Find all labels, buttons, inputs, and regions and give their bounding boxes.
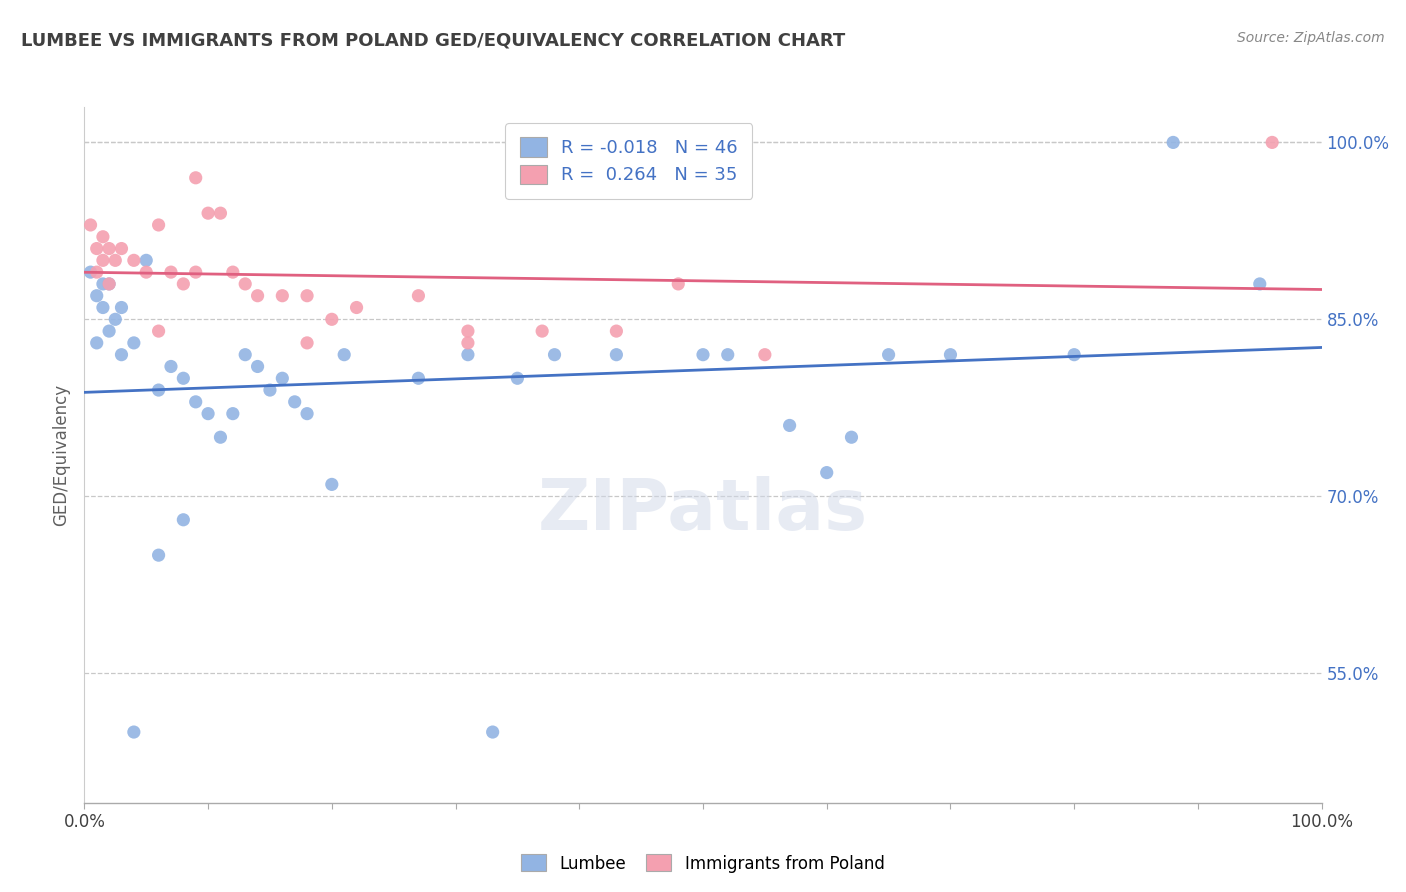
Point — [321, 312, 343, 326]
Point — [98, 242, 121, 256]
Point — [104, 312, 127, 326]
Point — [135, 253, 157, 268]
Point — [457, 335, 479, 350]
Point — [148, 548, 170, 562]
Point — [815, 466, 838, 480]
Point — [110, 348, 132, 362]
Point — [481, 725, 503, 739]
Point — [543, 348, 565, 362]
Point — [104, 253, 127, 268]
Point — [754, 348, 776, 362]
Point — [1261, 136, 1284, 150]
Point — [246, 359, 269, 374]
Point — [91, 301, 114, 315]
Point — [457, 324, 479, 338]
Point — [346, 301, 368, 315]
Point — [122, 725, 145, 739]
Point — [172, 513, 194, 527]
Point — [91, 253, 114, 268]
Point — [233, 277, 256, 291]
Point — [98, 277, 121, 291]
Point — [1249, 277, 1271, 291]
Point — [271, 289, 294, 303]
Point — [79, 265, 101, 279]
Y-axis label: GED/Equivalency: GED/Equivalency — [52, 384, 70, 526]
Point — [135, 265, 157, 279]
Point — [605, 348, 627, 362]
Point — [939, 348, 962, 362]
Point — [148, 324, 170, 338]
Point — [98, 277, 121, 291]
Point — [148, 218, 170, 232]
Point — [295, 335, 318, 350]
Point — [877, 348, 900, 362]
Point — [295, 289, 318, 303]
Point — [197, 206, 219, 220]
Point — [408, 289, 430, 303]
Point — [172, 371, 194, 385]
Point — [91, 277, 114, 291]
Point — [122, 253, 145, 268]
Point — [184, 265, 207, 279]
Point — [605, 324, 627, 338]
Point — [271, 371, 294, 385]
Point — [246, 289, 269, 303]
Point — [1063, 348, 1085, 362]
Point — [233, 348, 256, 362]
Point — [717, 348, 740, 362]
Text: LUMBEE VS IMMIGRANTS FROM POLAND GED/EQUIVALENCY CORRELATION CHART: LUMBEE VS IMMIGRANTS FROM POLAND GED/EQU… — [21, 31, 845, 49]
Text: Source: ZipAtlas.com: Source: ZipAtlas.com — [1237, 31, 1385, 45]
Point — [506, 371, 529, 385]
Point — [284, 395, 307, 409]
Point — [692, 348, 714, 362]
Point — [408, 371, 430, 385]
Legend: Lumbee, Immigrants from Poland: Lumbee, Immigrants from Poland — [515, 847, 891, 880]
Point — [222, 407, 245, 421]
Point — [209, 206, 232, 220]
Point — [457, 348, 479, 362]
Point — [222, 265, 245, 279]
Text: ZIPatlas: ZIPatlas — [538, 476, 868, 545]
Point — [160, 265, 183, 279]
Point — [841, 430, 863, 444]
Point — [197, 407, 219, 421]
Point — [110, 242, 132, 256]
Point — [86, 289, 108, 303]
Point — [531, 324, 554, 338]
Point — [172, 277, 194, 291]
Legend: R = -0.018   N = 46, R =  0.264   N = 35: R = -0.018 N = 46, R = 0.264 N = 35 — [505, 123, 752, 199]
Point — [148, 383, 170, 397]
Point — [98, 324, 121, 338]
Point — [259, 383, 281, 397]
Point — [321, 477, 343, 491]
Point — [122, 335, 145, 350]
Point — [184, 170, 207, 185]
Point — [779, 418, 801, 433]
Point — [86, 265, 108, 279]
Point — [1161, 136, 1184, 150]
Point — [86, 335, 108, 350]
Point — [86, 242, 108, 256]
Point — [666, 277, 689, 291]
Point — [91, 229, 114, 244]
Point — [209, 430, 232, 444]
Point — [110, 301, 132, 315]
Point — [184, 395, 207, 409]
Point — [333, 348, 356, 362]
Point — [160, 359, 183, 374]
Point — [295, 407, 318, 421]
Point — [79, 218, 101, 232]
